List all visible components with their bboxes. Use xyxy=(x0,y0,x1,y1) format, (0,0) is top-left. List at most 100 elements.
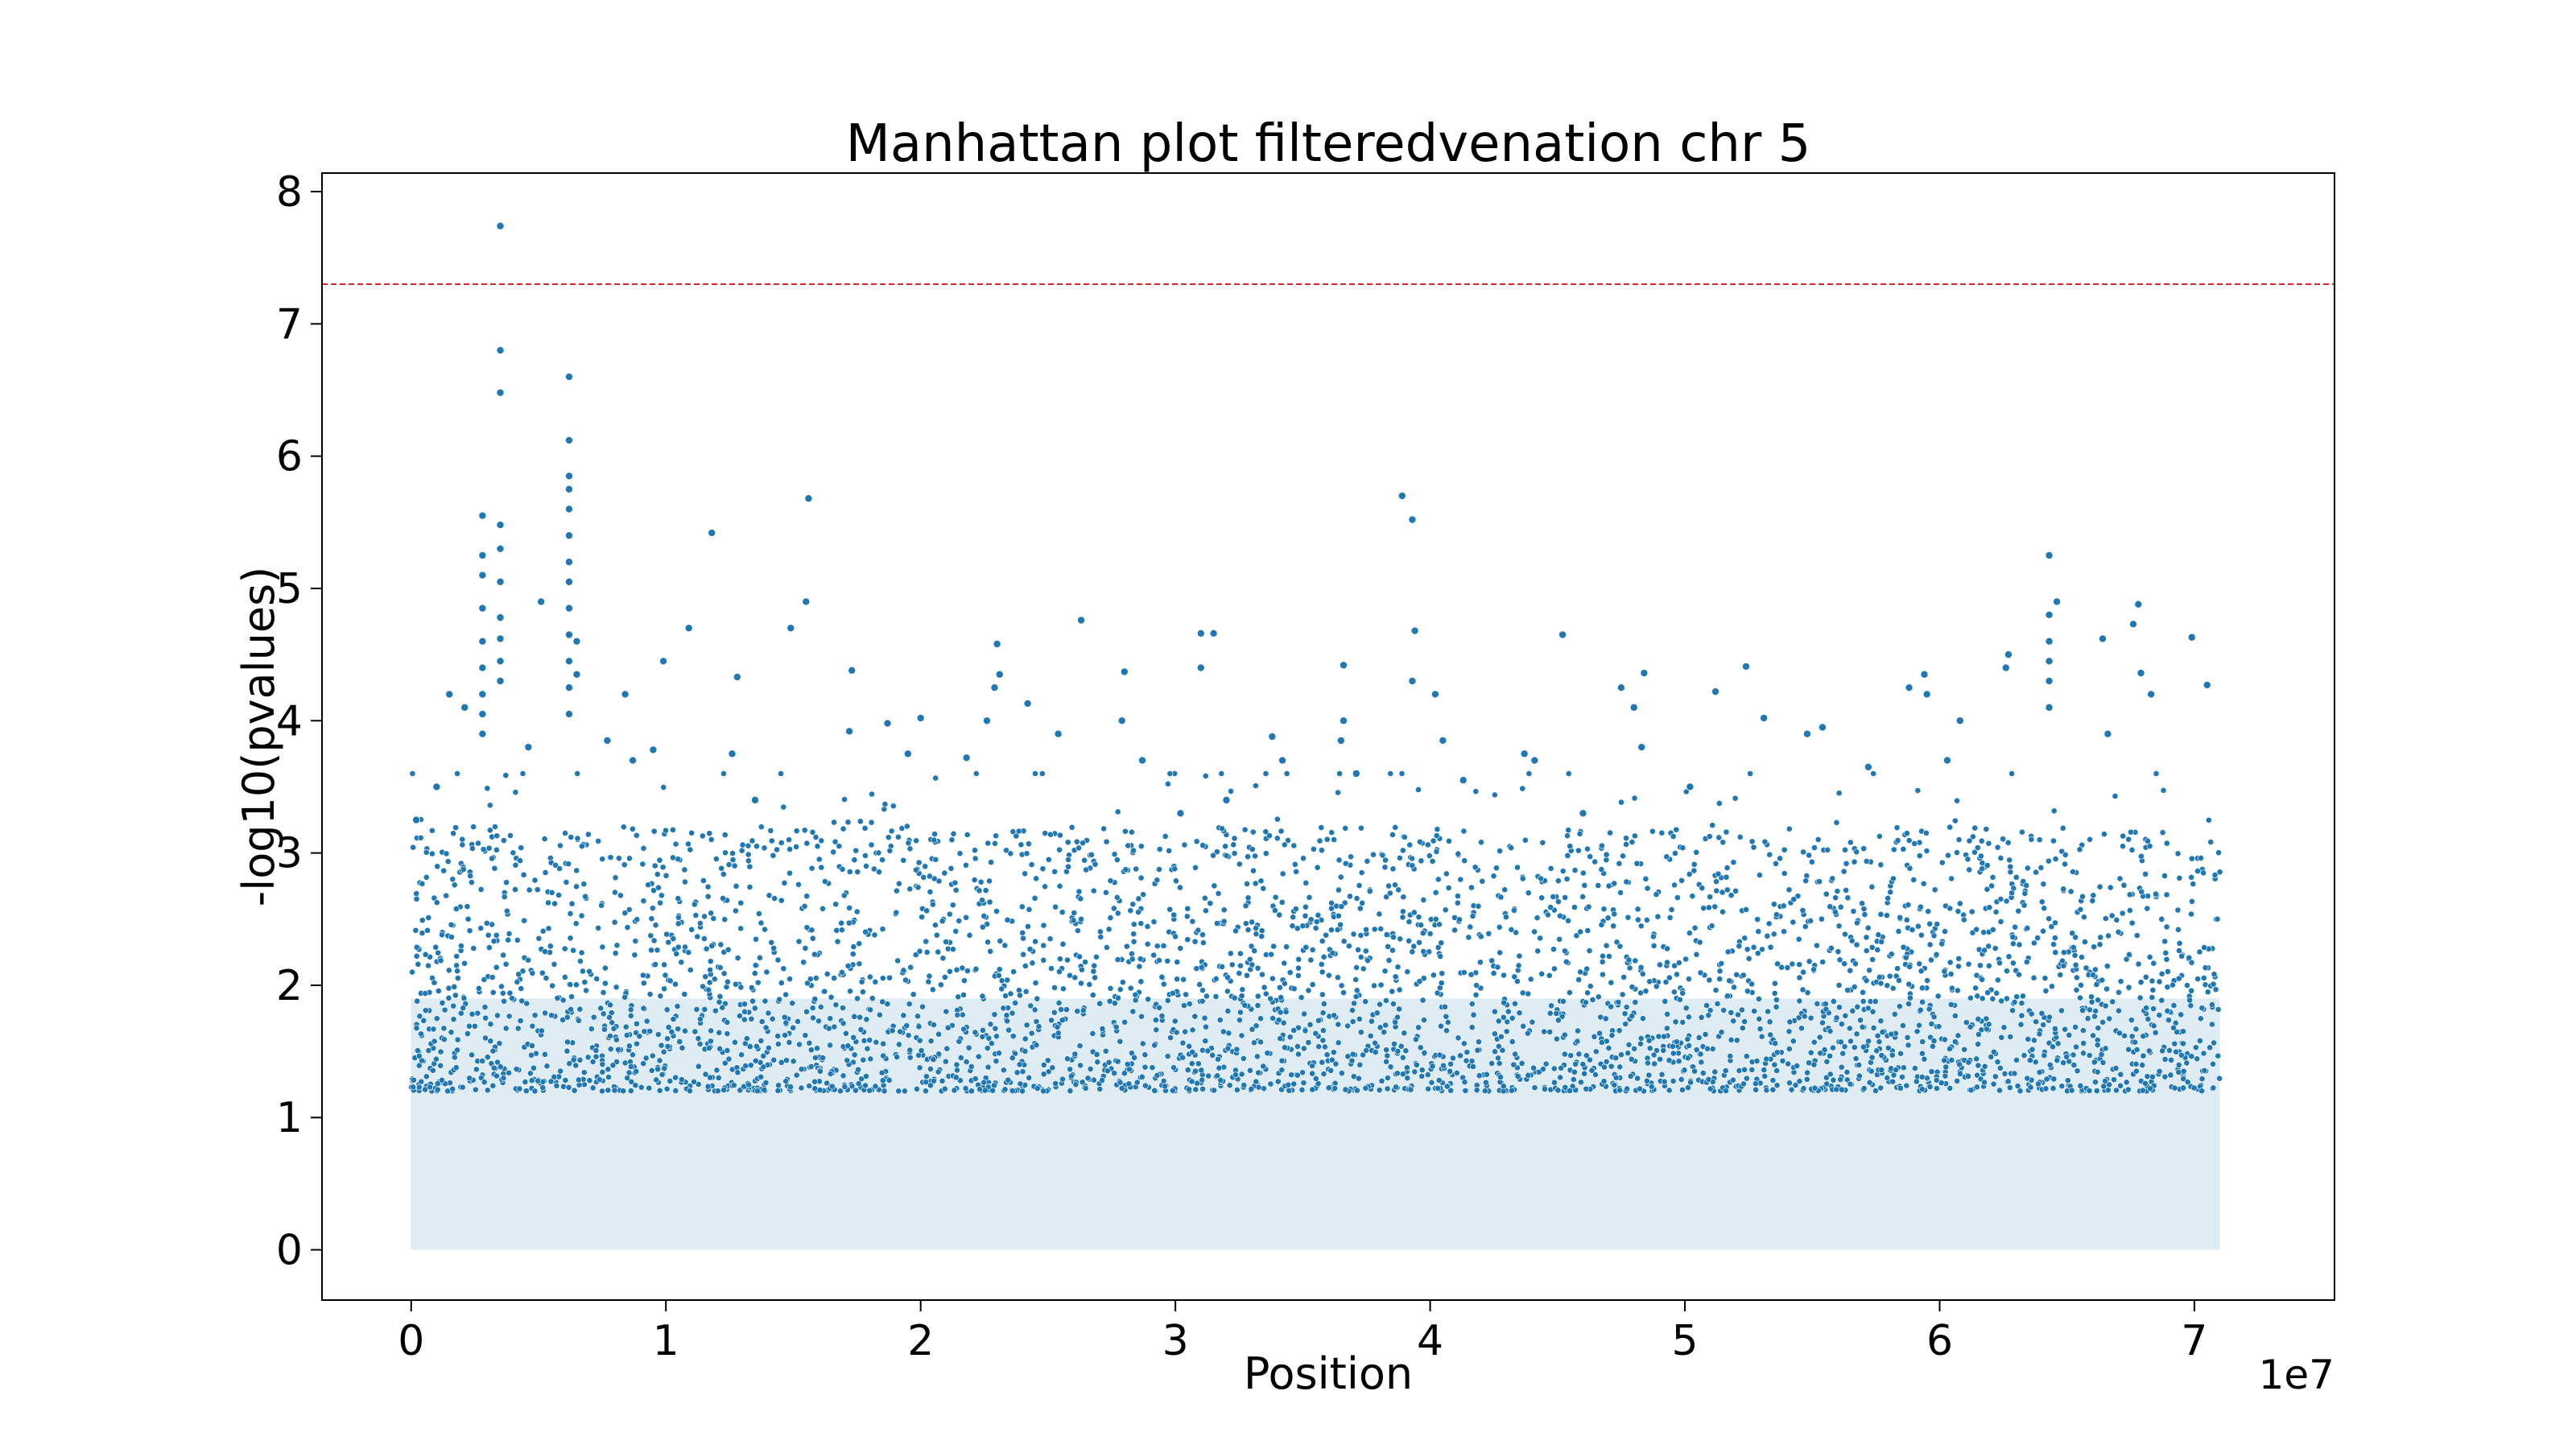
snp-point xyxy=(952,879,959,886)
snp-point xyxy=(2173,1048,2180,1055)
snp-point xyxy=(1325,1084,1332,1092)
snp-point xyxy=(2050,1043,2056,1051)
snp-point xyxy=(2058,1083,2066,1090)
snp-point xyxy=(1416,939,1422,946)
snp-point-notable xyxy=(883,719,892,728)
snp-point xyxy=(2156,1067,2163,1075)
snp-point xyxy=(746,884,753,890)
snp-point xyxy=(506,931,513,937)
snp-point xyxy=(2004,968,2010,975)
snp-point xyxy=(570,947,577,954)
snp-point xyxy=(1643,917,1650,923)
snp-point xyxy=(1567,843,1574,849)
snp-point xyxy=(1629,984,1636,990)
snp-point xyxy=(1579,1061,1587,1067)
snp-point xyxy=(1955,963,1962,970)
snp-point xyxy=(724,1047,731,1054)
snp-point xyxy=(1022,963,1029,969)
snp-point xyxy=(902,976,909,984)
snp-point xyxy=(1974,993,1981,1000)
snp-point xyxy=(1876,1038,1883,1045)
snp-point xyxy=(1682,956,1689,963)
snp-point xyxy=(1199,1085,1206,1092)
snp-point xyxy=(1564,832,1571,840)
snp-point xyxy=(724,1030,731,1037)
snp-point xyxy=(1542,1060,1550,1067)
snp-point xyxy=(1979,976,1986,983)
snp-point xyxy=(1642,988,1649,995)
snp-point xyxy=(459,836,466,843)
snp-point xyxy=(897,1028,904,1035)
snp-point xyxy=(1625,1041,1633,1048)
snp-point xyxy=(1439,970,1446,977)
snp-point-notable xyxy=(496,577,505,586)
snp-point xyxy=(647,932,654,939)
snp-point xyxy=(1690,861,1698,868)
snp-point xyxy=(639,861,646,868)
snp-point xyxy=(1028,861,1035,868)
snp-point xyxy=(564,1013,571,1021)
snp-point xyxy=(2073,1043,2079,1051)
snp-point xyxy=(2189,898,2195,905)
snp-point xyxy=(612,889,618,896)
snp-point xyxy=(2099,1059,2107,1066)
snp-point xyxy=(528,1077,535,1084)
snp-point xyxy=(1514,864,1521,871)
snp-point xyxy=(1550,1065,1558,1072)
snp-point xyxy=(2128,828,2134,836)
snp-point xyxy=(663,872,670,879)
snp-point xyxy=(1279,870,1286,877)
snp-point-notable xyxy=(1711,687,1720,696)
snp-point xyxy=(1501,999,1508,1006)
snp-point xyxy=(1916,960,1923,968)
snp-point xyxy=(1833,819,1840,826)
snp-point xyxy=(529,969,536,976)
snp-point xyxy=(522,1088,530,1095)
snp-point xyxy=(1262,850,1269,857)
snp-point xyxy=(1975,1062,1982,1069)
snp-point xyxy=(1309,946,1316,953)
snp-point xyxy=(2165,1017,2172,1024)
snp-point xyxy=(599,1068,606,1075)
snp-point xyxy=(1847,1038,1854,1045)
snp-point xyxy=(1926,920,1934,927)
snp-point xyxy=(1171,865,1179,873)
snp-point-notable xyxy=(2045,657,2054,666)
snp-point xyxy=(2202,964,2209,972)
snp-point xyxy=(2021,890,2029,897)
snp-point xyxy=(1637,923,1645,930)
snp-point xyxy=(901,1088,908,1095)
snp-point xyxy=(716,1045,724,1052)
snp-point xyxy=(2077,906,2084,913)
snp-point xyxy=(1967,994,1974,1001)
snp-point xyxy=(1406,937,1413,944)
snp-point xyxy=(1000,1005,1007,1012)
snp-point xyxy=(1232,1071,1239,1079)
snp-point xyxy=(1508,844,1515,852)
snp-point xyxy=(1254,1002,1261,1009)
snp-point xyxy=(2161,938,2169,945)
snp-point xyxy=(523,1000,530,1007)
snp-point xyxy=(1253,1053,1261,1060)
snp-point xyxy=(1090,887,1097,894)
snp-point xyxy=(717,941,724,948)
snp-point-notable xyxy=(496,613,505,622)
snp-point xyxy=(2081,914,2087,921)
snp-point xyxy=(1575,976,1583,983)
snp-point xyxy=(1623,835,1629,842)
snp-point xyxy=(534,886,541,894)
snp-point-notable xyxy=(916,713,925,722)
snp-point xyxy=(440,867,448,874)
snp-point xyxy=(2072,961,2079,968)
snp-point xyxy=(1319,1059,1326,1066)
snp-point xyxy=(2123,1079,2130,1086)
snp-point xyxy=(1383,1046,1390,1054)
snp-point xyxy=(2008,770,2016,777)
snp-point xyxy=(2190,1084,2198,1092)
snp-point xyxy=(1318,824,1325,831)
snp-point xyxy=(571,1087,578,1094)
snp-point xyxy=(1048,1017,1055,1024)
snp-point xyxy=(1130,938,1137,945)
snp-point xyxy=(1705,1012,1712,1019)
snp-point xyxy=(1942,1063,1950,1071)
